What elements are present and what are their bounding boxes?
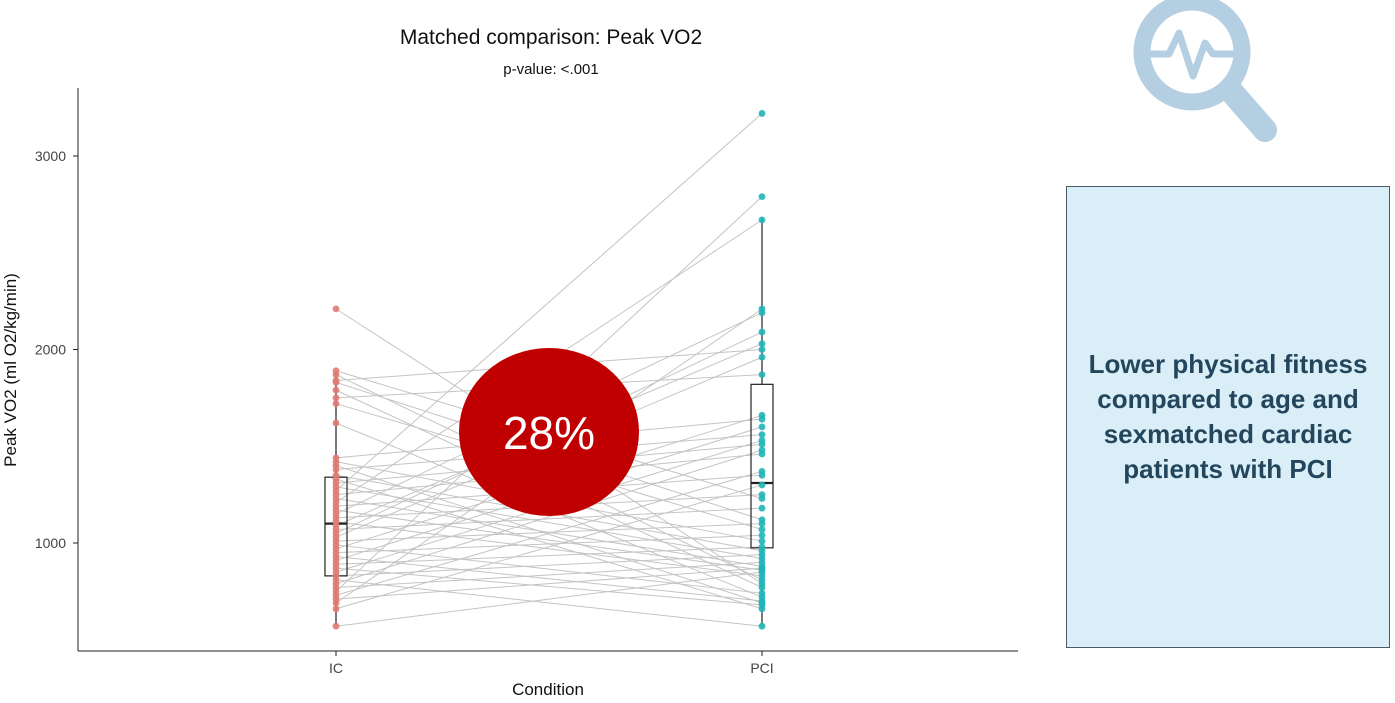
data-point xyxy=(758,110,766,117)
pair-line xyxy=(335,556,763,602)
data-point xyxy=(758,537,766,545)
magnifier-heartbeat-icon xyxy=(1133,0,1277,142)
data-point xyxy=(758,431,766,439)
pair-line xyxy=(335,579,763,627)
data-point xyxy=(758,353,766,361)
data-point xyxy=(758,605,766,613)
chart-title: Matched comparison: Peak VO2 xyxy=(400,26,702,49)
highlight-percentage: 28% xyxy=(503,407,595,459)
pair-line xyxy=(335,554,763,577)
pair-line xyxy=(335,544,763,594)
pair-line xyxy=(335,509,763,571)
y-tick-label: 1000 xyxy=(35,535,66,551)
data-point xyxy=(758,481,766,489)
data-point xyxy=(758,346,766,353)
data-point xyxy=(758,423,766,431)
data-point xyxy=(332,371,340,379)
pair-line xyxy=(335,465,763,604)
data-point xyxy=(332,394,340,402)
data-point xyxy=(758,531,766,539)
data-point xyxy=(758,216,766,224)
data-point xyxy=(758,415,766,423)
data-point xyxy=(332,386,340,394)
data-point xyxy=(332,400,340,408)
callout-box: Lower physical fitness compared to age a… xyxy=(1066,186,1390,648)
data-point xyxy=(332,378,340,386)
pair-line xyxy=(335,484,763,610)
data-point xyxy=(758,440,766,448)
highlight-badge xyxy=(459,348,639,516)
data-point xyxy=(758,495,766,502)
y-tick-label: 3000 xyxy=(35,148,66,164)
y-tick-label: 2000 xyxy=(35,342,66,358)
pair-line xyxy=(335,534,763,554)
data-point xyxy=(758,622,766,630)
pair-line xyxy=(335,470,763,596)
data-point xyxy=(758,504,766,512)
data-point xyxy=(332,605,340,613)
callout-text: Lower physical fitness compared to age a… xyxy=(1088,349,1368,484)
y-axis-label: Peak VO2 (ml O2/kg/min) xyxy=(1,273,20,467)
data-point xyxy=(758,450,766,458)
pair-line xyxy=(335,486,763,559)
data-point xyxy=(332,305,340,313)
data-point xyxy=(758,193,766,201)
pair-line xyxy=(335,567,763,600)
data-point xyxy=(758,371,766,379)
x-tick-label-ic: IC xyxy=(329,660,343,676)
data-point xyxy=(758,328,766,336)
data-point xyxy=(758,526,766,533)
y-ticks: 1000 2000 3000 xyxy=(35,148,78,551)
chart-subtitle: p-value: <.001 xyxy=(503,61,599,78)
data-point xyxy=(332,622,340,630)
pair-line xyxy=(335,449,763,585)
data-point xyxy=(758,309,766,317)
data-point xyxy=(758,584,766,591)
data-point xyxy=(332,466,340,473)
pair-line xyxy=(335,571,763,627)
chart: Matched comparison: Peak VO2 p-value: <.… xyxy=(1,26,1018,699)
data-points xyxy=(332,110,766,630)
pair-line xyxy=(335,113,763,492)
x-tick-label-pci: PCI xyxy=(750,660,773,676)
x-axis-label: Condition xyxy=(512,680,584,699)
data-point xyxy=(758,340,766,348)
data-point xyxy=(758,520,766,528)
pair-line xyxy=(335,561,763,589)
data-point xyxy=(332,419,340,427)
data-point xyxy=(758,471,766,479)
data-point xyxy=(332,599,340,607)
